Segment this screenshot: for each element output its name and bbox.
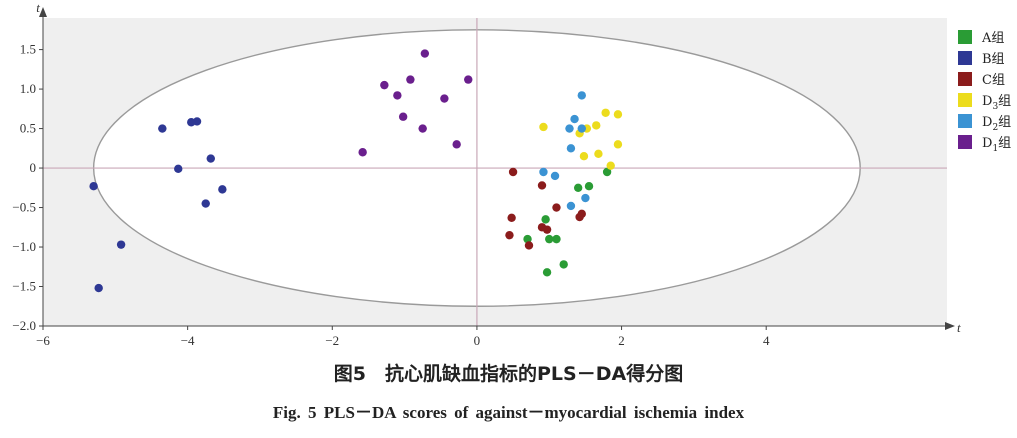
y-ticks: 1.5 1.0 0.5 0 −0.5 −1.0 −1.5 −2.0: [12, 42, 43, 333]
data-point-B组: [218, 185, 227, 194]
data-point-C组: [505, 230, 514, 240]
x-tick-label: 0: [474, 333, 481, 348]
data-point-D3组: [613, 140, 623, 149]
data-point-D1组: [418, 124, 427, 133]
data-point-C组: [552, 203, 561, 212]
x-axis-arrow: [945, 322, 955, 330]
legend-label: B组: [982, 52, 1005, 67]
y-axis-label: t: [36, 0, 40, 15]
data-point-A组: [602, 167, 612, 177]
data-point-D2组: [550, 171, 560, 181]
data-point-B组: [201, 199, 210, 208]
x-ticks: −6 −4 −2 0 2 4: [36, 326, 770, 348]
data-point-B组: [192, 117, 202, 126]
data-point-C组: [537, 181, 547, 190]
data-point-D2组: [581, 193, 590, 203]
x-tick-label: 4: [763, 333, 770, 348]
legend-swatch: [958, 135, 972, 149]
data-point-B组: [116, 240, 126, 249]
legend-swatch: [958, 114, 972, 128]
x-tick-label: −2: [325, 333, 339, 348]
x-tick-label: −6: [36, 333, 50, 348]
data-point-D2组: [570, 114, 579, 124]
legend-label: D3组: [982, 94, 1011, 112]
data-points: [89, 49, 623, 293]
y-axis-arrow: [39, 7, 47, 17]
y-tick-label: 0.5: [20, 121, 36, 136]
data-point-C组: [542, 225, 552, 234]
data-point-B组: [174, 164, 183, 174]
data-point-A组: [559, 260, 568, 269]
chart: t t −6 −4 −2 0 2 4 1.5 1.0 0.5 0 −0.5 −1.0 −1.5 −2.0…: [12, 0, 1011, 348]
y-tick-label: 1.5: [20, 42, 36, 57]
data-point-A组: [545, 234, 554, 244]
data-point-D2组: [566, 201, 576, 211]
data-point-C组: [577, 209, 586, 219]
data-point-D1组: [393, 91, 402, 100]
legend-swatch: [958, 93, 972, 107]
data-point-D1组: [406, 75, 415, 84]
y-tick-label: −1.0: [12, 239, 36, 254]
data-point-D1组: [420, 49, 430, 58]
x-axis-label: t: [957, 320, 961, 335]
data-point-D1组: [452, 140, 461, 149]
data-point-A组: [584, 182, 594, 191]
data-point-D3组: [613, 110, 623, 119]
data-point-D1组: [440, 94, 449, 103]
data-point-A组: [552, 234, 561, 244]
y-tick-label: 0: [30, 160, 37, 175]
data-point-C组: [524, 241, 534, 250]
data-point-D3组: [601, 108, 610, 117]
data-point-A组: [541, 215, 550, 224]
data-point-D3组: [592, 121, 601, 130]
data-point-D1组: [398, 112, 408, 121]
data-point-D3组: [594, 149, 603, 159]
data-point-D2组: [539, 167, 548, 177]
data-point-B组: [94, 283, 103, 293]
legend-label: C组: [982, 73, 1005, 88]
data-point-D1组: [358, 148, 367, 157]
y-tick-label: −1.5: [12, 279, 36, 294]
data-point-D2组: [565, 124, 574, 133]
y-tick-label: −2.0: [12, 318, 36, 333]
legend-swatch: [958, 72, 972, 86]
data-point-D3组: [539, 122, 548, 132]
legend-label: A组: [981, 31, 1004, 46]
data-point-A组: [523, 234, 532, 244]
data-point-D3组: [606, 161, 615, 170]
data-point-B组: [206, 154, 215, 163]
data-point-D3组: [579, 152, 589, 161]
data-point-D1组: [380, 80, 389, 90]
legend: A组 B组 C组 D3组 D2组 D1组: [958, 30, 1011, 154]
figure-caption-english: Fig. 5 PLS－DA scores of against－myocardi…: [272, 403, 745, 422]
legend-swatch: [958, 30, 972, 44]
data-point-A组: [573, 183, 583, 192]
x-tick-label: −4: [181, 333, 195, 348]
data-point-D1组: [464, 75, 473, 84]
data-point-D2组: [577, 124, 586, 133]
data-point-D2组: [577, 91, 586, 100]
legend-label: D1组: [982, 136, 1011, 154]
data-point-A组: [542, 268, 552, 277]
figure-caption-chinese: 图5 抗心肌缺血指标的PLS－DA得分图: [333, 363, 684, 385]
legend-label: D2组: [982, 115, 1011, 133]
y-tick-label: −0.5: [12, 200, 36, 215]
data-point-B组: [158, 124, 167, 133]
legend-swatch: [958, 51, 972, 65]
data-point-C组: [507, 213, 516, 223]
y-tick-label: 1.0: [20, 81, 36, 96]
data-point-C组: [508, 167, 518, 177]
x-tick-label: 2: [618, 333, 625, 348]
data-point-B组: [89, 182, 98, 191]
data-point-D2组: [566, 144, 576, 153]
